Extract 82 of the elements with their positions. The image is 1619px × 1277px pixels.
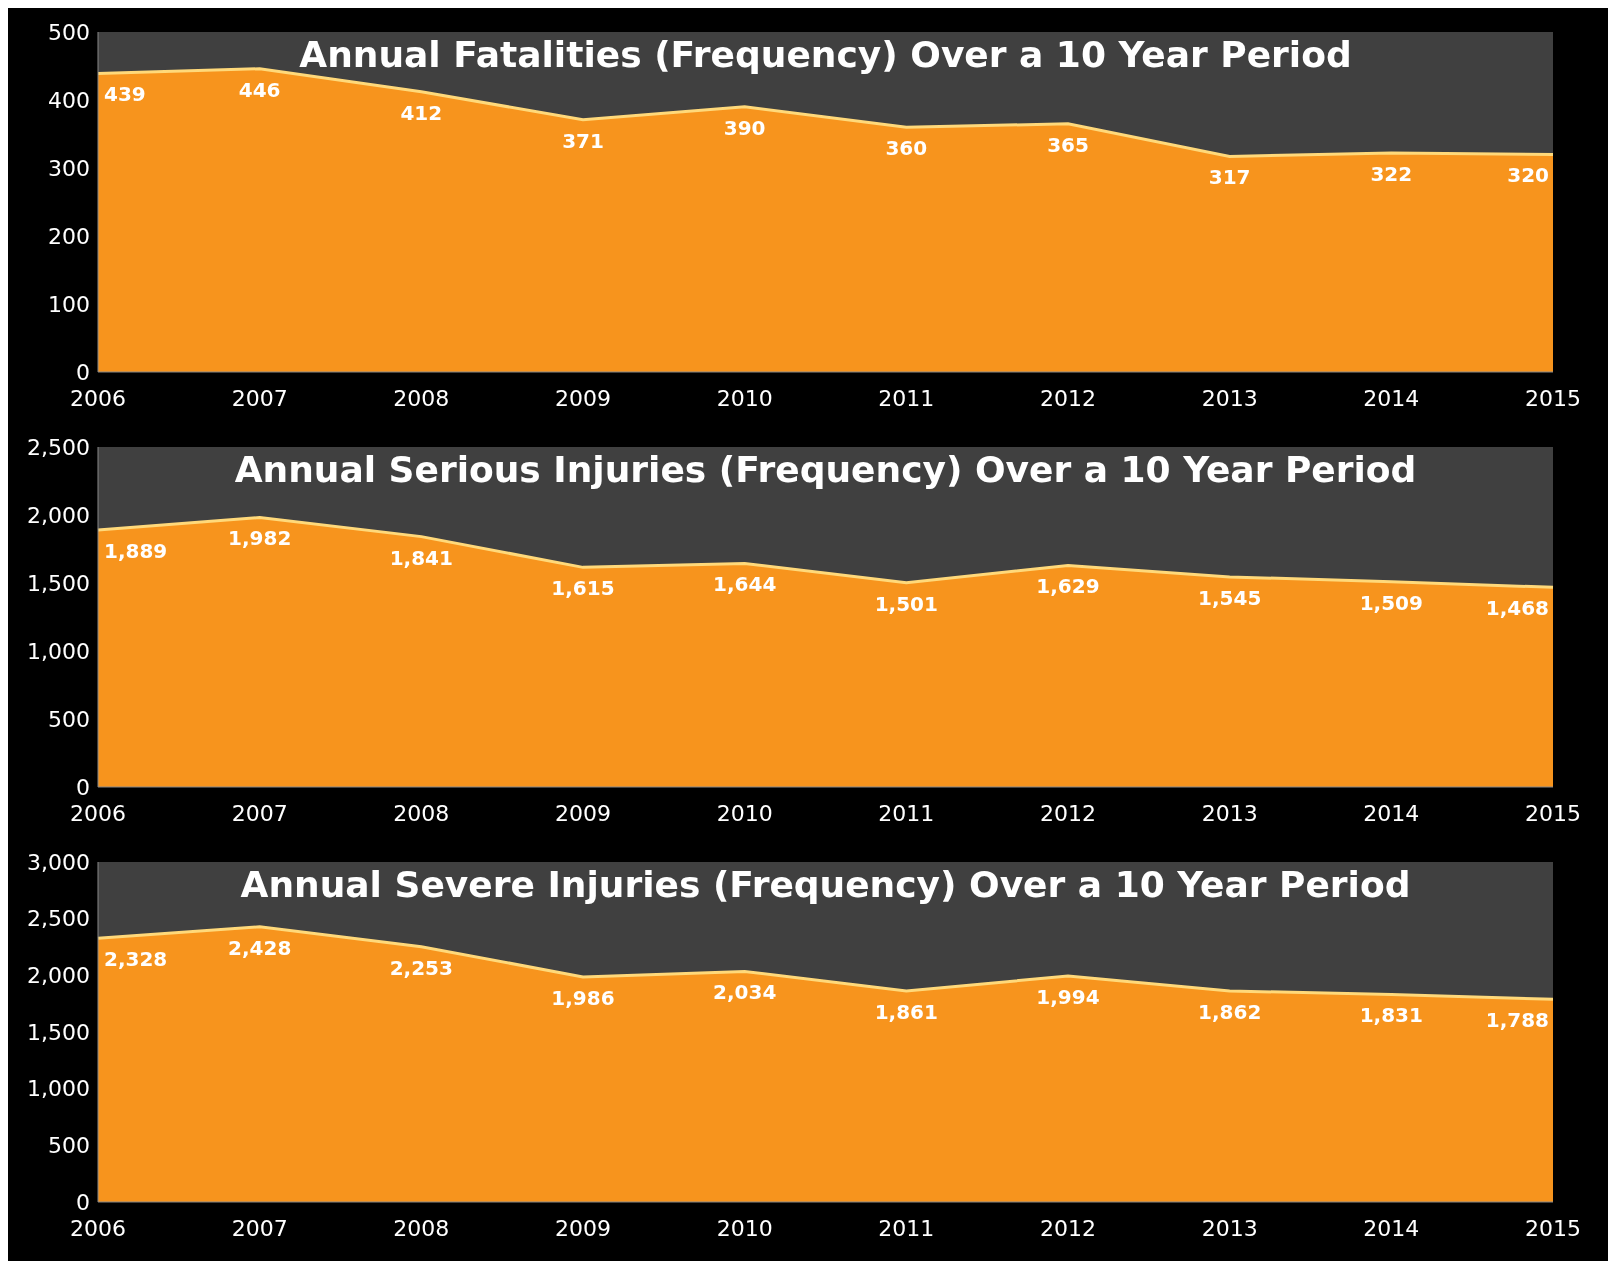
y-tick-label: 1,000	[27, 1076, 90, 1102]
x-tick-label: 2014	[1363, 1215, 1420, 1241]
x-tick-label: 2008	[393, 385, 450, 411]
x-tick-label: 2010	[716, 1215, 773, 1241]
chart-title: Annual Severe Injuries (Frequency) Over a 10 Year Period	[239, 864, 1412, 905]
x-tick-label: 2012	[1040, 1215, 1096, 1241]
data-label: 1,468	[1485, 596, 1549, 621]
y-tick-label: 2,500	[27, 434, 90, 460]
x-tick-label: 2010	[716, 385, 773, 411]
x-tick-label: 2013	[1201, 1215, 1258, 1241]
data-label: 371	[562, 128, 604, 153]
data-label: 1,831	[1359, 1003, 1423, 1028]
x-tick-label: 2007	[231, 1215, 288, 1241]
x-tick-label: 2015	[1525, 1215, 1581, 1241]
data-label: 1,841	[389, 545, 453, 570]
y-tick-label: 0	[76, 774, 90, 800]
data-label: 2,253	[389, 955, 453, 980]
x-tick-label: 2012	[1040, 800, 1096, 826]
x-tick-label: 2013	[1201, 800, 1258, 826]
x-tick-label: 2006	[70, 385, 126, 411]
y-tick-label: 500	[48, 1133, 90, 1159]
y-tick-label: 0	[76, 359, 90, 385]
y-tick-label: 1,500	[27, 570, 90, 596]
data-label: 446	[238, 77, 281, 102]
data-label: 2,034	[713, 980, 777, 1005]
data-label: 1,862	[1198, 999, 1262, 1024]
data-label: 1,788	[1485, 1008, 1549, 1033]
x-tick-label: 2007	[231, 385, 288, 411]
x-tick-label: 2011	[878, 800, 935, 826]
data-label: 1,861	[874, 1000, 938, 1025]
data-label: 1,615	[551, 576, 615, 601]
x-tick-label: 2008	[393, 1215, 450, 1241]
data-label: 439	[104, 82, 146, 107]
x-tick-label: 2011	[878, 1215, 935, 1241]
x-tick-label: 2011	[878, 385, 935, 411]
x-tick-label: 2009	[555, 1215, 611, 1241]
y-tick-label: 1,000	[27, 638, 90, 664]
y-tick-label: 3,000	[27, 849, 90, 875]
y-tick-label: 1,500	[27, 1019, 90, 1045]
x-tick-label: 2010	[716, 800, 773, 826]
data-label: 1,889	[104, 539, 168, 564]
data-label: 1,982	[228, 526, 292, 551]
x-tick-label: 2013	[1201, 385, 1258, 411]
y-tick-label: 500	[48, 19, 90, 45]
x-tick-label: 2014	[1363, 800, 1420, 826]
data-label: 1,501	[874, 591, 938, 616]
y-tick-label: 2,000	[27, 502, 90, 528]
chart-title: Annual Fatalities (Frequency) Over a 10 Year Period	[298, 34, 1353, 75]
x-tick-label: 2008	[393, 800, 450, 826]
data-label: 1,545	[1198, 585, 1262, 610]
data-label: 412	[400, 100, 443, 125]
x-tick-label: 2006	[70, 1215, 126, 1241]
data-label: 1,994	[1036, 985, 1100, 1010]
data-label: 1,509	[1359, 590, 1423, 615]
data-label: 320	[1507, 163, 1549, 188]
data-label: 2,328	[104, 947, 168, 972]
x-tick-label: 2009	[555, 385, 611, 411]
y-tick-label: 300	[48, 155, 90, 181]
x-tick-label: 2014	[1363, 385, 1420, 411]
x-tick-label: 2006	[70, 800, 126, 826]
data-label: 1,986	[551, 985, 615, 1010]
x-tick-label: 2015	[1525, 800, 1581, 826]
x-tick-label: 2012	[1040, 385, 1096, 411]
y-tick-label: 2,500	[27, 906, 90, 932]
data-label: 317	[1208, 165, 1251, 190]
y-tick-label: 0	[76, 1189, 90, 1215]
x-tick-label: 2015	[1525, 385, 1581, 411]
y-tick-label: 100	[48, 291, 90, 317]
chart-title: Annual Serious Injuries (Frequency) Over a 10 Year Period	[233, 449, 1418, 490]
data-label: 2,428	[228, 935, 292, 960]
data-label: 365	[1047, 132, 1089, 157]
y-tick-label: 2,000	[27, 963, 90, 989]
data-label: 360	[885, 136, 928, 161]
data-label: 1,644	[713, 572, 777, 597]
x-tick-label: 2007	[231, 800, 288, 826]
data-label: 390	[723, 115, 766, 140]
data-label: 1,629	[1036, 574, 1100, 599]
y-tick-label: 200	[48, 223, 90, 249]
data-label: 322	[1370, 162, 1413, 187]
y-tick-label: 500	[48, 706, 90, 732]
y-tick-label: 400	[48, 87, 90, 113]
x-tick-label: 2009	[555, 800, 611, 826]
